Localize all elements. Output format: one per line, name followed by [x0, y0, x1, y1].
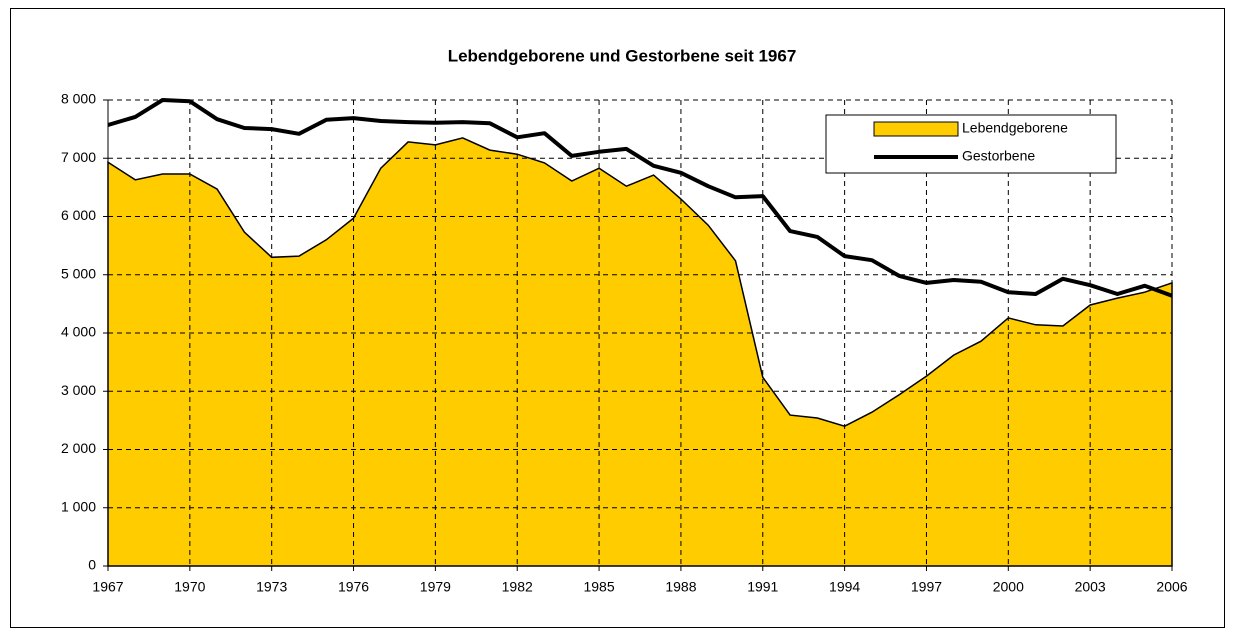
- y-tick-label: 0: [88, 557, 96, 573]
- y-tick-label: 2 000: [61, 440, 96, 456]
- x-tick-label: 1988: [665, 579, 696, 595]
- legend-swatch: [873, 121, 959, 137]
- x-tick-label: 1997: [911, 579, 942, 595]
- y-tick-label: 8 000: [61, 91, 96, 107]
- legend-label: Gestorbene: [962, 148, 1035, 164]
- x-tick-label: 2000: [993, 579, 1024, 595]
- x-tick-label: 1967: [92, 579, 123, 595]
- x-tick-label: 1970: [174, 579, 205, 595]
- legend-label: Lebendgeborene: [962, 120, 1068, 136]
- chart-title: Lebendgeborene und Gestorbene seit 1967: [448, 46, 797, 65]
- y-tick-label: 3 000: [61, 382, 96, 398]
- x-tick-label: 1976: [338, 579, 369, 595]
- y-tick-label: 5 000: [61, 265, 96, 281]
- x-tick-label: 1985: [583, 579, 614, 595]
- x-tick-label: 2006: [1156, 579, 1187, 595]
- y-tick-label: 7 000: [61, 149, 96, 165]
- y-tick-label: 6 000: [61, 207, 96, 223]
- y-tick-label: 1 000: [61, 498, 96, 514]
- y-tick-label: 4 000: [61, 324, 96, 340]
- x-tick-label: 1979: [420, 579, 451, 595]
- x-tick-label: 1991: [747, 579, 778, 595]
- x-tick-label: 2003: [1075, 579, 1106, 595]
- x-tick-label: 1982: [502, 579, 533, 595]
- x-tick-label: 1994: [829, 579, 860, 595]
- x-tick-label: 1973: [256, 579, 287, 595]
- line: [107, 98, 1173, 298]
